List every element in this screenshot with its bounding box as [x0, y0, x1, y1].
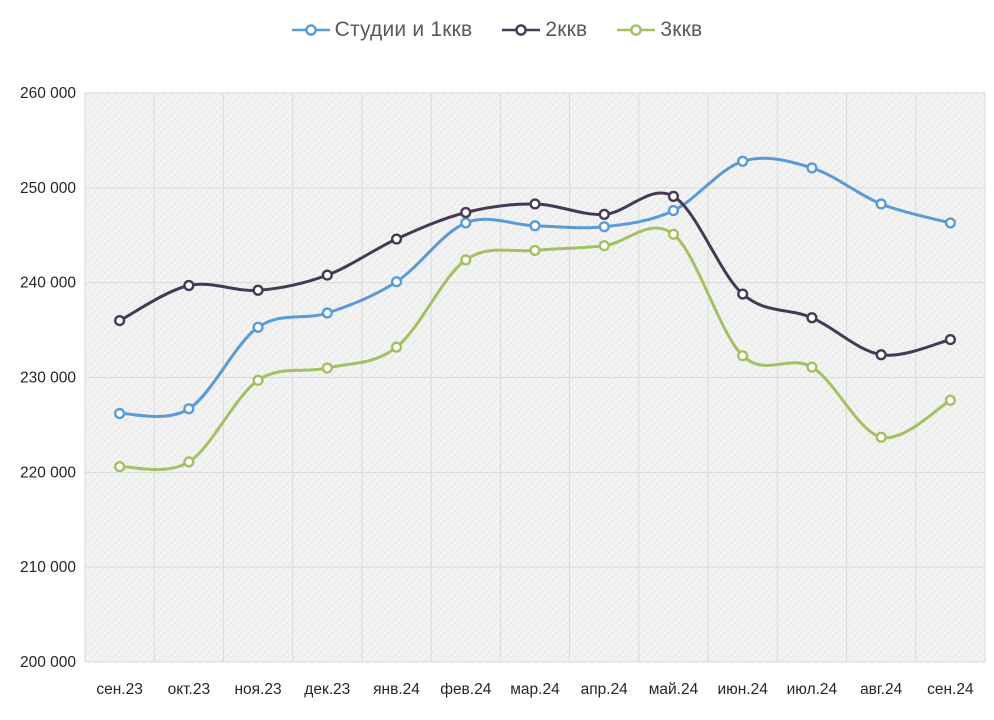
y-axis-tick-label: 230 000	[20, 370, 76, 387]
legend-item-studii-1kkv[interactable]: Студии и 1ккв	[291, 18, 473, 42]
x-axis-tick-label: дек.23	[304, 681, 350, 698]
data-point-marker	[598, 208, 610, 220]
x-axis-tick-label: ноя.23	[235, 681, 282, 698]
data-point-marker	[737, 155, 749, 167]
y-axis-tick-label: 200 000	[20, 654, 76, 671]
data-point-marker	[390, 341, 403, 353]
data-point-marker	[598, 221, 610, 233]
y-axis-tick-label: 240 000	[20, 275, 76, 292]
data-point-marker	[737, 288, 749, 300]
x-axis-tick-label: сен.23	[96, 681, 142, 698]
x-axis-tick-label: мар.24	[510, 681, 560, 698]
legend-item-2kkv[interactable]: 2ккв	[502, 18, 587, 42]
x-axis-tick-label: июн.24	[717, 681, 768, 698]
line-marker-icon	[617, 23, 656, 37]
data-point-marker	[321, 362, 333, 374]
data-point-marker	[114, 461, 126, 473]
data-point-marker	[944, 333, 956, 346]
line-marker-icon	[502, 23, 541, 37]
data-point-marker	[737, 350, 749, 362]
legend-label: Студии и 1ккв	[334, 18, 473, 41]
x-axis-tick-label: май.24	[649, 681, 699, 698]
y-axis-tick-label: 250 000	[20, 180, 76, 197]
x-axis-tick-label: июл.24	[787, 681, 838, 698]
data-point-marker	[460, 206, 472, 219]
data-point-marker	[460, 254, 472, 266]
data-point-marker	[529, 220, 541, 232]
data-point-marker	[529, 198, 541, 210]
data-point-marker	[321, 307, 333, 319]
data-point-marker	[183, 403, 195, 415]
data-point-marker	[806, 312, 818, 324]
x-axis-tick-label: окт.23	[168, 681, 211, 698]
data-point-marker	[944, 394, 956, 406]
data-point-marker	[667, 228, 680, 240]
y-axis-tick-label: 220 000	[20, 464, 76, 481]
data-point-marker	[875, 349, 887, 361]
data-point-marker	[667, 204, 680, 217]
data-point-marker	[390, 276, 403, 288]
data-point-marker	[114, 407, 126, 420]
data-point-marker	[252, 374, 264, 386]
y-axis-tick-label: 210 000	[20, 559, 76, 576]
data-point-marker	[598, 240, 610, 252]
x-axis-tick-label: янв.24	[373, 681, 420, 698]
data-point-marker	[806, 361, 818, 373]
data-point-marker	[183, 456, 195, 468]
legend-label: 3ккв	[660, 18, 703, 41]
chart-legend: Студии и 1ккв 2ккв 3ккв	[0, 18, 994, 42]
x-axis-tick-label: фев.24	[440, 681, 492, 698]
x-axis-tick-label: сен.24	[927, 681, 974, 698]
data-point-marker	[321, 269, 333, 281]
data-point-marker	[529, 244, 541, 257]
data-point-marker	[114, 315, 126, 327]
legend-item-3kkv[interactable]: 3ккв	[617, 18, 702, 42]
data-point-marker	[390, 233, 403, 245]
legend-label: 2ккв	[545, 18, 588, 41]
data-point-marker	[183, 279, 195, 292]
data-point-marker	[252, 321, 264, 333]
y-axis-tick-label: 260 000	[20, 85, 76, 102]
data-point-marker	[875, 431, 887, 443]
data-point-marker	[460, 217, 472, 229]
x-axis-tick-label: авг.24	[860, 681, 903, 698]
data-point-marker	[667, 190, 680, 202]
line-marker-icon	[291, 23, 330, 37]
data-point-marker	[252, 284, 264, 296]
x-axis-tick-label: апр.24	[581, 681, 629, 698]
data-point-marker	[806, 162, 818, 174]
data-point-marker	[875, 198, 887, 210]
data-point-marker	[944, 217, 956, 229]
